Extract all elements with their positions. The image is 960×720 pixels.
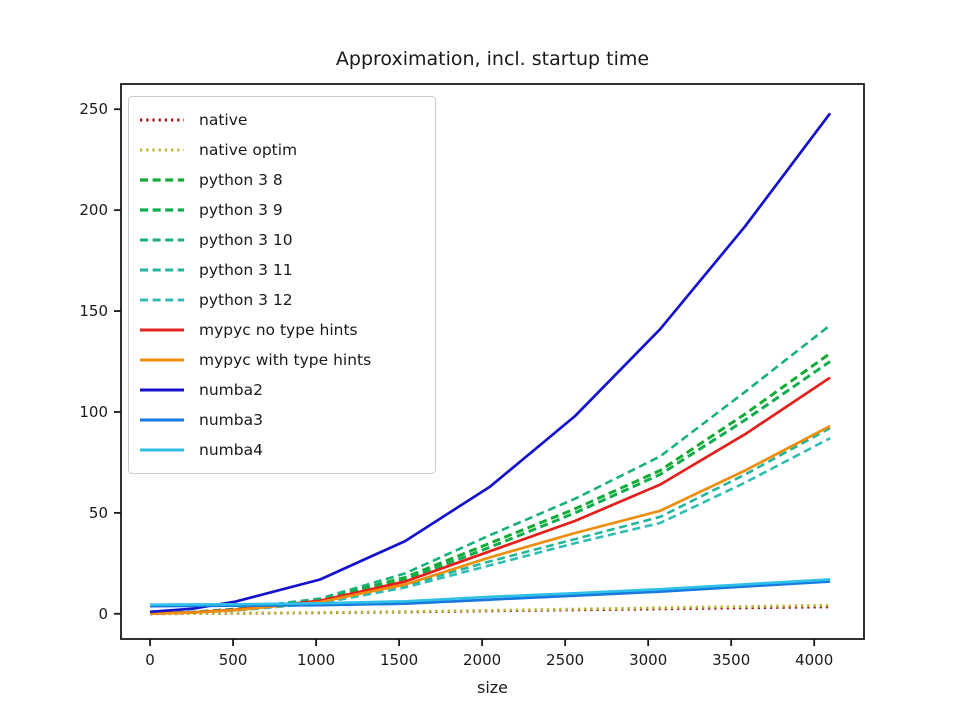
legend-item-mypyc-no-type-hints: mypyc no type hints: [139, 315, 425, 345]
legend-line-sample-icon: [140, 118, 184, 122]
legend-item-numba4: numba4: [139, 435, 425, 465]
legend-line-sample-icon: [140, 178, 184, 182]
legend-line-sample-icon: [140, 448, 184, 452]
legend-item-python-3-12: python 3 12: [139, 285, 425, 315]
legend-item-label: python 3 10: [199, 231, 293, 249]
legend-item-numba2: numba2: [139, 375, 425, 405]
series-line-mypyc-with-type-hints: [150, 424, 831, 615]
y-tick-label: 150: [79, 302, 108, 320]
x-tick-label: 4000: [795, 651, 833, 669]
x-axis-label: size: [476, 678, 509, 697]
legend-item-python-3-9: python 3 9: [139, 195, 425, 225]
legend-line-sample-icon: [140, 418, 184, 422]
legend-item-label: numba3: [199, 411, 263, 429]
legend-item-label: python 3 8: [199, 171, 283, 189]
series-line-native-optim: [150, 603, 831, 616]
x-tick-label: 3000: [629, 651, 667, 669]
legend-item-label: numba4: [199, 441, 263, 459]
legend-line-sample-icon: [140, 358, 184, 362]
legend-item-label: python 3 12: [199, 291, 293, 309]
legend-item-label: native optim: [199, 141, 298, 159]
y-tick-label: 0: [98, 605, 108, 623]
x-tick-label: 2000: [463, 651, 501, 669]
x-tick-label: 3500: [712, 651, 750, 669]
series-layer: [150, 112, 832, 616]
legend-item-label: mypyc with type hints: [199, 351, 372, 369]
legend-item-label: mypyc no type hints: [199, 321, 358, 339]
legend-item-native-optim: native optim: [139, 135, 425, 165]
y-tick-label: 200: [79, 201, 108, 219]
legend: native native optim python 3 8 python 3 …: [128, 96, 436, 474]
legend-line-sample-icon: [140, 208, 184, 212]
legend-item-numba3: numba3: [139, 405, 425, 435]
legend-item-label: native: [199, 111, 248, 129]
x-tick-label: 0: [145, 651, 155, 669]
y-tick-label: 250: [79, 100, 108, 118]
plot-title: Approximation, incl. startup time: [335, 48, 650, 70]
series-line-numba3: [150, 580, 831, 608]
x-tick-label: 2500: [546, 651, 584, 669]
y-tick-label: 100: [79, 403, 108, 421]
legend-line-sample-icon: [140, 388, 184, 392]
legend-line-sample-icon: [140, 268, 184, 272]
legend-item-label: python 3 11: [199, 261, 293, 279]
x-tick-label: 1500: [380, 651, 418, 669]
legend-line-sample-icon: [140, 238, 184, 242]
axes-layer: 0 500 1000 1500 2000 2500 3000 3500 4000 0 50 100 15…: [79, 83, 865, 669]
axes-spines: [120, 83, 865, 640]
legend-line-sample-icon: [140, 148, 184, 152]
legend-item-label: numba2: [199, 381, 263, 399]
legend-item-python-3-8: python 3 8: [139, 165, 425, 195]
legend-item-mypyc-with-type-hints: mypyc with type hints: [139, 345, 425, 375]
series-line-numba4: [150, 578, 831, 607]
x-tick-label: 500: [219, 651, 248, 669]
legend-item-native: native: [139, 105, 425, 135]
legend-item-python-3-11: python 3 11: [139, 255, 425, 285]
legend-item-label: python 3 9: [199, 201, 283, 219]
x-tick-label: 1000: [297, 651, 335, 669]
legend-line-sample-icon: [140, 328, 184, 332]
legend-item-python-3-10: python 3 10: [139, 225, 425, 255]
legend-line-sample-icon: [140, 298, 184, 302]
y-tick-label: 50: [89, 504, 108, 522]
